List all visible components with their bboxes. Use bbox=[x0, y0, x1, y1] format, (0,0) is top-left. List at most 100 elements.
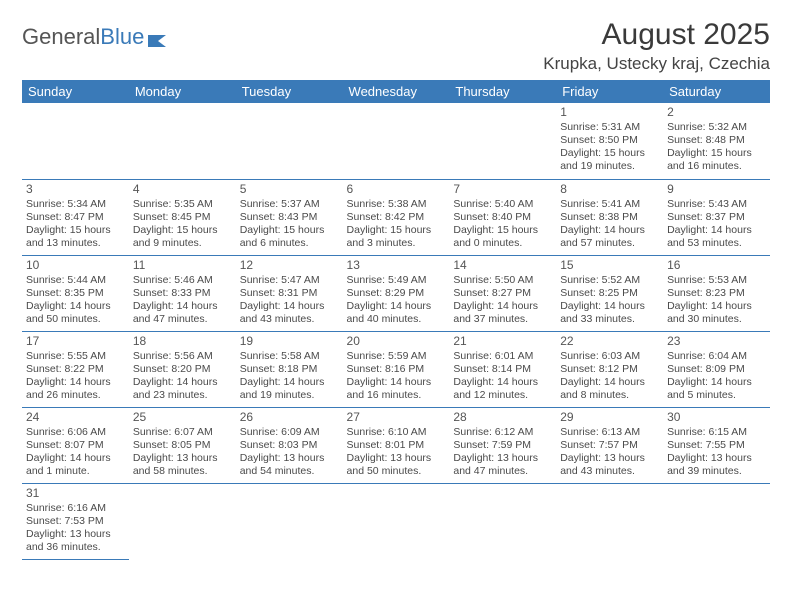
day-number: 24 bbox=[26, 410, 125, 425]
calendar-day-cell: 28Sunrise: 6:12 AMSunset: 7:59 PMDayligh… bbox=[449, 407, 556, 483]
sunset-line: Sunset: 8:14 PM bbox=[453, 363, 552, 376]
daylight-line: Daylight: 13 hours and 36 minutes. bbox=[26, 528, 125, 554]
calendar-day-cell: 7Sunrise: 5:40 AMSunset: 8:40 PMDaylight… bbox=[449, 179, 556, 255]
day-number: 15 bbox=[560, 258, 659, 273]
day-number: 8 bbox=[560, 182, 659, 197]
calendar-day-cell: 12Sunrise: 5:47 AMSunset: 8:31 PMDayligh… bbox=[236, 255, 343, 331]
calendar-day-cell: 30Sunrise: 6:15 AMSunset: 7:55 PMDayligh… bbox=[663, 407, 770, 483]
calendar-day-cell: 10Sunrise: 5:44 AMSunset: 8:35 PMDayligh… bbox=[22, 255, 129, 331]
daylight-line: Daylight: 14 hours and 19 minutes. bbox=[240, 376, 339, 402]
day-header: Tuesday bbox=[236, 80, 343, 103]
daylight-line: Daylight: 14 hours and 23 minutes. bbox=[133, 376, 232, 402]
sunset-line: Sunset: 8:27 PM bbox=[453, 287, 552, 300]
daylight-line: Daylight: 14 hours and 37 minutes. bbox=[453, 300, 552, 326]
sunset-line: Sunset: 8:03 PM bbox=[240, 439, 339, 452]
daylight-line: Daylight: 14 hours and 5 minutes. bbox=[667, 376, 766, 402]
header: GeneralBlue August 2025 Krupka, Ustecky … bbox=[22, 18, 770, 74]
location: Krupka, Ustecky kraj, Czechia bbox=[543, 54, 770, 74]
day-header: Friday bbox=[556, 80, 663, 103]
calendar-day-cell: 22Sunrise: 6:03 AMSunset: 8:12 PMDayligh… bbox=[556, 331, 663, 407]
daylight-line: Daylight: 15 hours and 3 minutes. bbox=[347, 224, 446, 250]
day-number: 19 bbox=[240, 334, 339, 349]
calendar-empty-cell bbox=[449, 103, 556, 179]
calendar-week-row: 24Sunrise: 6:06 AMSunset: 8:07 PMDayligh… bbox=[22, 407, 770, 483]
sunset-line: Sunset: 8:20 PM bbox=[133, 363, 232, 376]
day-header: Saturday bbox=[663, 80, 770, 103]
sunrise-line: Sunrise: 6:07 AM bbox=[133, 426, 232, 439]
sunset-line: Sunset: 7:55 PM bbox=[667, 439, 766, 452]
daylight-line: Daylight: 15 hours and 16 minutes. bbox=[667, 147, 766, 173]
daylight-line: Daylight: 14 hours and 30 minutes. bbox=[667, 300, 766, 326]
daylight-line: Daylight: 14 hours and 16 minutes. bbox=[347, 376, 446, 402]
calendar-day-cell: 23Sunrise: 6:04 AMSunset: 8:09 PMDayligh… bbox=[663, 331, 770, 407]
sunrise-line: Sunrise: 5:34 AM bbox=[26, 198, 125, 211]
calendar-day-cell: 9Sunrise: 5:43 AMSunset: 8:37 PMDaylight… bbox=[663, 179, 770, 255]
calendar-day-cell: 8Sunrise: 5:41 AMSunset: 8:38 PMDaylight… bbox=[556, 179, 663, 255]
day-number: 18 bbox=[133, 334, 232, 349]
sunrise-line: Sunrise: 6:13 AM bbox=[560, 426, 659, 439]
day-number: 2 bbox=[667, 105, 766, 120]
sunset-line: Sunset: 8:05 PM bbox=[133, 439, 232, 452]
calendar-table: SundayMondayTuesdayWednesdayThursdayFrid… bbox=[22, 80, 770, 560]
sunset-line: Sunset: 8:42 PM bbox=[347, 211, 446, 224]
sunset-line: Sunset: 8:38 PM bbox=[560, 211, 659, 224]
calendar-day-cell: 20Sunrise: 5:59 AMSunset: 8:16 PMDayligh… bbox=[343, 331, 450, 407]
sunset-line: Sunset: 8:22 PM bbox=[26, 363, 125, 376]
sunset-line: Sunset: 8:07 PM bbox=[26, 439, 125, 452]
sunrise-line: Sunrise: 5:46 AM bbox=[133, 274, 232, 287]
sunrise-line: Sunrise: 6:03 AM bbox=[560, 350, 659, 363]
day-number: 25 bbox=[133, 410, 232, 425]
calendar-day-cell: 16Sunrise: 5:53 AMSunset: 8:23 PMDayligh… bbox=[663, 255, 770, 331]
calendar-day-cell: 4Sunrise: 5:35 AMSunset: 8:45 PMDaylight… bbox=[129, 179, 236, 255]
day-number: 7 bbox=[453, 182, 552, 197]
day-number: 13 bbox=[347, 258, 446, 273]
sunset-line: Sunset: 8:43 PM bbox=[240, 211, 339, 224]
calendar-day-cell: 11Sunrise: 5:46 AMSunset: 8:33 PMDayligh… bbox=[129, 255, 236, 331]
sunrise-line: Sunrise: 6:16 AM bbox=[26, 502, 125, 515]
day-number: 20 bbox=[347, 334, 446, 349]
calendar-empty-cell bbox=[343, 483, 450, 559]
daylight-line: Daylight: 13 hours and 43 minutes. bbox=[560, 452, 659, 478]
day-header: Monday bbox=[129, 80, 236, 103]
daylight-line: Daylight: 13 hours and 54 minutes. bbox=[240, 452, 339, 478]
day-header-row: SundayMondayTuesdayWednesdayThursdayFrid… bbox=[22, 80, 770, 103]
day-number: 21 bbox=[453, 334, 552, 349]
calendar-empty-cell bbox=[236, 483, 343, 559]
sunrise-line: Sunrise: 6:01 AM bbox=[453, 350, 552, 363]
sunrise-line: Sunrise: 5:58 AM bbox=[240, 350, 339, 363]
calendar-day-cell: 26Sunrise: 6:09 AMSunset: 8:03 PMDayligh… bbox=[236, 407, 343, 483]
flag-icon bbox=[148, 29, 170, 45]
day-number: 9 bbox=[667, 182, 766, 197]
day-header: Sunday bbox=[22, 80, 129, 103]
calendar-day-cell: 24Sunrise: 6:06 AMSunset: 8:07 PMDayligh… bbox=[22, 407, 129, 483]
calendar-day-cell: 3Sunrise: 5:34 AMSunset: 8:47 PMDaylight… bbox=[22, 179, 129, 255]
day-number: 23 bbox=[667, 334, 766, 349]
calendar-empty-cell bbox=[556, 483, 663, 559]
day-number: 16 bbox=[667, 258, 766, 273]
sunrise-line: Sunrise: 5:59 AM bbox=[347, 350, 446, 363]
daylight-line: Daylight: 15 hours and 6 minutes. bbox=[240, 224, 339, 250]
sunset-line: Sunset: 8:31 PM bbox=[240, 287, 339, 300]
day-number: 27 bbox=[347, 410, 446, 425]
daylight-line: Daylight: 13 hours and 58 minutes. bbox=[133, 452, 232, 478]
calendar-thead: SundayMondayTuesdayWednesdayThursdayFrid… bbox=[22, 80, 770, 103]
sunset-line: Sunset: 8:50 PM bbox=[560, 134, 659, 147]
daylight-line: Daylight: 14 hours and 26 minutes. bbox=[26, 376, 125, 402]
sunrise-line: Sunrise: 5:50 AM bbox=[453, 274, 552, 287]
day-header: Wednesday bbox=[343, 80, 450, 103]
calendar-day-cell: 2Sunrise: 5:32 AMSunset: 8:48 PMDaylight… bbox=[663, 103, 770, 179]
daylight-line: Daylight: 15 hours and 13 minutes. bbox=[26, 224, 125, 250]
day-number: 3 bbox=[26, 182, 125, 197]
daylight-line: Daylight: 14 hours and 57 minutes. bbox=[560, 224, 659, 250]
sunrise-line: Sunrise: 5:38 AM bbox=[347, 198, 446, 211]
calendar-day-cell: 14Sunrise: 5:50 AMSunset: 8:27 PMDayligh… bbox=[449, 255, 556, 331]
sunrise-line: Sunrise: 5:32 AM bbox=[667, 121, 766, 134]
day-number: 1 bbox=[560, 105, 659, 120]
daylight-line: Daylight: 13 hours and 39 minutes. bbox=[667, 452, 766, 478]
sunset-line: Sunset: 8:18 PM bbox=[240, 363, 339, 376]
title-block: August 2025 Krupka, Ustecky kraj, Czechi… bbox=[543, 18, 770, 74]
daylight-line: Daylight: 14 hours and 12 minutes. bbox=[453, 376, 552, 402]
sunrise-line: Sunrise: 5:53 AM bbox=[667, 274, 766, 287]
sunrise-line: Sunrise: 5:41 AM bbox=[560, 198, 659, 211]
sunrise-line: Sunrise: 6:10 AM bbox=[347, 426, 446, 439]
